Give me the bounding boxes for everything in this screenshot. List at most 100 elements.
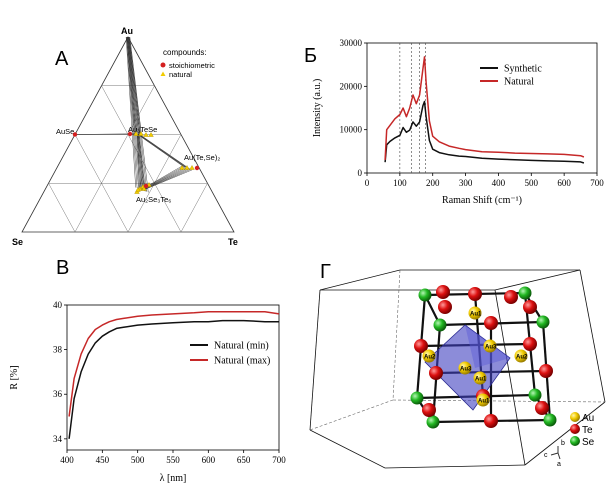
stoichiometric-point [127,131,133,137]
se-atom [410,391,424,405]
x-tick-label: 600 [202,455,216,465]
tie-line [143,169,192,191]
natural-point [184,165,190,170]
raman-chart: Б Intensity (a.u.) Raman Shift (cm⁻¹) 0 1… [305,38,604,206]
axis-triad: b c a [544,440,565,468]
panel-d-letter: Г [320,261,331,283]
x-tick-label: 100 [393,178,407,188]
legend-se-ball [570,436,580,446]
tie-line [138,133,146,192]
cell-edge [579,269,606,403]
te-atom [422,403,436,417]
te-atom [523,337,537,351]
legend-label: Natural (max) [214,356,270,367]
cell-edge [309,399,394,431]
au-atom-label: Au2 [424,355,436,361]
te-atom [535,401,549,415]
tie-line [128,36,141,135]
tie-line [138,133,144,191]
y-tick-label: 20000 [340,81,363,91]
natural-point [135,187,141,192]
tie-line [136,133,184,167]
cell-edge [392,269,401,401]
cell-edge [494,269,581,291]
legend-label: Natural [504,77,534,88]
au-atom-label: Au3 [485,345,497,351]
axis-label-a: a [557,461,561,468]
se-atom [543,413,557,427]
natural-point [148,132,154,137]
au-atom [458,361,472,375]
stoichiometric-point [72,132,78,137]
stoichiometric-point [143,183,149,189]
te-atom [414,339,428,353]
x-tick-label: 500 [525,178,539,188]
axis-label-c: c [544,452,548,459]
natural-point [138,131,144,136]
grid-line [74,134,129,233]
te-atom [436,285,450,299]
compound-points [72,131,200,194]
au-atom [514,349,528,363]
tie-line [138,133,191,170]
legend-marker-stoichiometric [160,62,166,68]
cell-edge [384,464,526,469]
au-atom-label: Au2 [516,355,528,361]
stoichiometric-point [194,165,200,171]
cell-edge [309,429,386,469]
natural-point [143,132,149,137]
natural-point [133,131,139,136]
y-tick-label: 10000 [340,125,363,135]
ternary-diagram: A Au Se Te compounds: stoichiometric nat… [12,26,238,245]
unit-cell [309,269,606,469]
compound-label-au2se3te6: Au₂Se₃Te₆ [136,195,171,204]
series-line-natural [384,56,585,161]
legend-label: Natural (min) [214,341,269,352]
tie-line [136,133,140,189]
axis-label-b: b [561,440,565,447]
tie-line [127,36,138,134]
panel-a-letter: A [55,48,69,70]
x-axis-label: λ [nm] [160,473,187,484]
x-tick-label: 400 [60,455,74,465]
au-atom [476,393,490,407]
grid-line [74,85,155,233]
plot-frame [366,42,598,174]
y-axis-label: Intensity (a.u.) [312,79,323,138]
natural-point [141,186,147,191]
grid-line [48,183,76,233]
te-atom [484,316,498,330]
se-atom [536,315,550,329]
tie-line [126,36,138,189]
tie-line [137,133,187,168]
x-tick-label: 600 [557,178,571,188]
series-line-synthetic [384,100,585,164]
legend-title: compounds: [163,48,207,57]
te-atom [539,364,553,378]
legend-au-ball [570,412,580,422]
y-axis-label: R [%] [9,365,20,389]
te-atom [468,287,482,301]
tie-line [137,133,143,191]
au-atom-label: Au1 [475,377,487,383]
cell-edge [524,401,606,466]
au-atom [468,306,482,320]
tie-line [138,133,190,170]
vertex-label-se: Se [12,237,23,245]
te-atom [484,414,498,428]
compound-label-au3tese: Au₃TeSe [128,125,157,134]
au-atom-label: Au1 [470,312,482,318]
panel-b-letter: Б [305,45,317,67]
series-line-natural-max [68,310,280,417]
tie-lines [74,36,192,193]
tie-line [137,133,186,168]
tie-line [125,36,136,188]
x-tick-label: 0 [365,178,370,188]
grid-line [180,183,208,233]
x-tick-label: 500 [131,455,145,465]
y-tick-label: 40 [53,300,63,310]
series-line-natural-min [68,319,279,439]
tie-line [142,168,190,191]
